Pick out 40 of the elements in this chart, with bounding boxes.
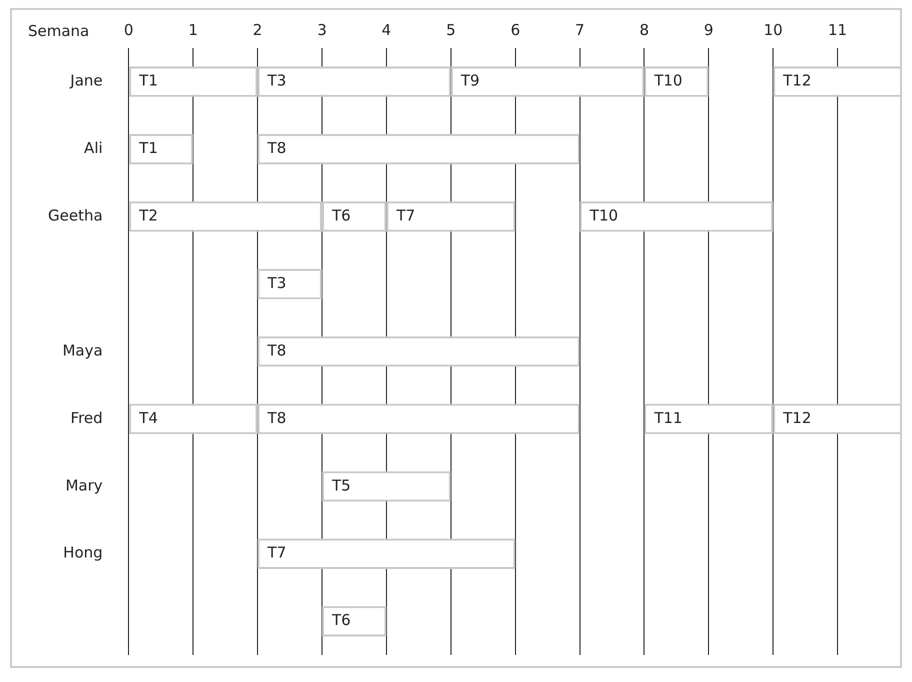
x-tick-label: 1 <box>188 20 198 39</box>
data-label: T5 <box>330 476 351 494</box>
data-label: T10 <box>588 206 618 224</box>
y-tick-label: Fred <box>70 408 103 427</box>
x-tick-label: 0 <box>124 20 134 39</box>
data-label: T12 <box>782 72 812 90</box>
y-tick-label: Jane <box>69 72 103 90</box>
x-tick-label: 8 <box>639 20 649 39</box>
data-label: T2 <box>138 206 158 224</box>
data-label: T12 <box>782 408 812 427</box>
data-label: T11 <box>653 408 682 427</box>
x-tick-label: 2 <box>252 20 262 39</box>
data-label: T7 <box>395 206 416 224</box>
x-axis-title: Semana <box>28 22 90 40</box>
x-tick-label: 3 <box>317 20 327 39</box>
x-tick-label: 9 <box>704 20 714 39</box>
data-label: T9 <box>460 72 480 90</box>
y-tick-label: Mary <box>65 476 103 494</box>
y-tick-label: Maya <box>62 341 103 360</box>
data-label: T8 <box>266 341 286 360</box>
x-tick-label: 6 <box>510 20 520 39</box>
data-label: T10 <box>653 72 682 90</box>
x-tick-label: 7 <box>575 20 585 39</box>
data-label: T4 <box>138 408 158 427</box>
y-tick-label: Geetha <box>48 206 103 224</box>
data-label: T6 <box>330 206 351 224</box>
data-label: T7 <box>266 544 286 562</box>
x-tick-label: 5 <box>446 20 456 39</box>
y-tick-label: Hong <box>63 544 103 562</box>
data-label: T8 <box>266 139 286 158</box>
data-label: T3 <box>266 274 286 292</box>
data-label: T8 <box>266 408 286 427</box>
data-label: T3 <box>266 72 286 90</box>
data-label: T1 <box>138 139 158 158</box>
data-label: T1 <box>138 72 158 90</box>
x-tick-label: 10 <box>764 20 783 39</box>
y-tick-label: Ali <box>84 139 103 158</box>
x-tick-label: 11 <box>828 20 848 39</box>
x-tick-label: 4 <box>382 20 392 39</box>
data-label: T6 <box>330 611 351 630</box>
